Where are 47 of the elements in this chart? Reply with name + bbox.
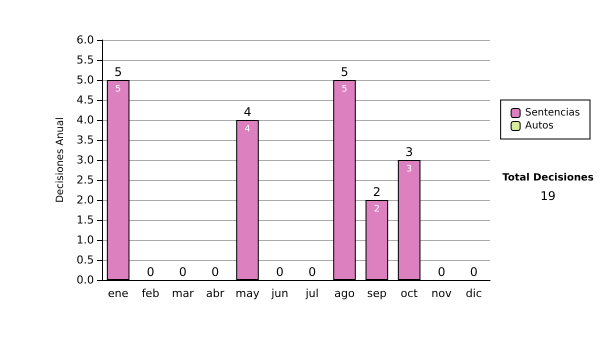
x-tick-label: nov	[431, 287, 452, 300]
data-label: 3	[406, 164, 412, 174]
y-axis-title: Decisiones Anual	[55, 117, 66, 203]
total-label: 0	[276, 265, 284, 279]
x-tick-label: jun	[270, 287, 288, 300]
x-tick-label: ene	[108, 287, 129, 300]
total-label: 0	[179, 265, 187, 279]
x-tick-label: abr	[206, 287, 225, 300]
x-tick-label: dic	[466, 287, 482, 300]
x-tick-label: oct	[400, 287, 418, 300]
data-label: 5	[115, 84, 122, 94]
total-label: 0	[308, 265, 316, 279]
total-label: 0	[470, 265, 478, 279]
x-tick-label: may	[236, 287, 260, 300]
x-tick-label: mar	[172, 287, 194, 300]
total-label: 4	[244, 105, 252, 119]
y-tick-label: 2.5	[76, 174, 94, 186]
y-tick-label: 5.0	[76, 74, 94, 86]
legend-label: Autos	[525, 120, 554, 132]
legend-label: Sentencias	[525, 108, 580, 118]
total-label: 5	[340, 65, 348, 79]
total-label: 0	[211, 265, 219, 279]
y-tick-label: 2.0	[76, 194, 94, 206]
data-label: 2	[374, 204, 380, 214]
y-tick-label: 6.0	[76, 34, 94, 46]
total-label: 0	[146, 265, 154, 279]
y-tick-label: 1.5	[76, 214, 94, 226]
y-tick-label: 0.5	[76, 254, 94, 266]
x-tick-label: sep	[367, 287, 387, 300]
x-tick-label: feb	[142, 287, 160, 300]
data-label: 4	[244, 124, 251, 134]
total-label: 2	[373, 185, 381, 199]
total-label: 0	[438, 265, 446, 279]
total-label: 3	[405, 145, 413, 159]
y-tick-label: 0.0	[76, 274, 94, 286]
text: 19	[540, 189, 556, 203]
total-label: 5	[114, 65, 122, 79]
text: Total Decisiones	[502, 172, 594, 184]
y-tick-label: 4.5	[76, 94, 94, 106]
y-tick-label: 4.0	[76, 114, 94, 126]
x-tick-label: jul	[304, 287, 319, 300]
y-tick-label: 5.5	[76, 54, 94, 66]
data-label: 5	[342, 84, 348, 94]
y-tick-label: 3.5	[76, 134, 94, 146]
y-tick-label: 1.0	[76, 234, 94, 246]
y-tick-label: 3.0	[76, 154, 94, 166]
x-tick-label: ago	[334, 287, 355, 300]
